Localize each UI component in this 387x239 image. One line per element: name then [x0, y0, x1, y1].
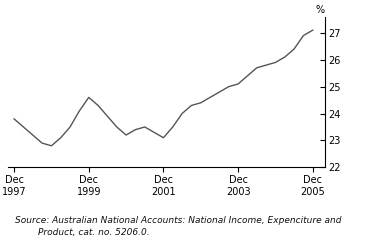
Text: Source: Australian National Accounts: National Income, Expenciture and
        P: Source: Australian National Accounts: Na…: [15, 216, 342, 237]
Text: %: %: [316, 5, 325, 15]
